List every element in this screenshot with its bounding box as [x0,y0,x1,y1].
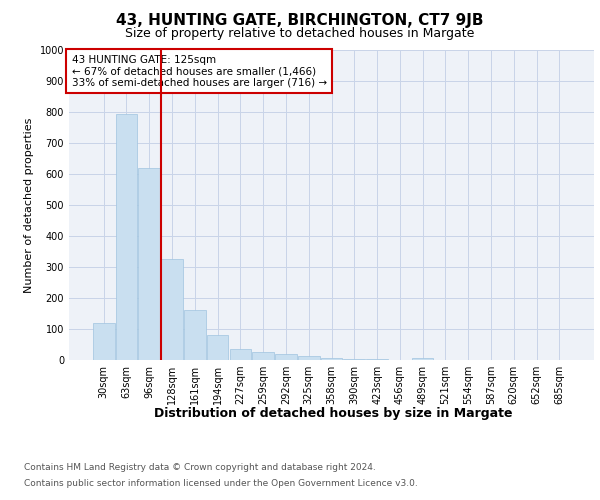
Bar [116,114,137,360]
Bar [207,335,229,360]
Text: Contains public sector information licensed under the Open Government Licence v3: Contains public sector information licen… [24,478,418,488]
Bar [93,323,115,360]
Bar [320,358,343,360]
Text: 43 HUNTING GATE: 125sqm
← 67% of detached houses are smaller (1,466)
33% of semi: 43 HUNTING GATE: 125sqm ← 67% of detache… [71,54,327,88]
Bar [230,349,251,360]
Text: Distribution of detached houses by size in Margate: Distribution of detached houses by size … [154,408,512,420]
Bar [161,259,183,360]
Bar [412,358,433,360]
Text: Contains HM Land Registry data © Crown copyright and database right 2024.: Contains HM Land Registry data © Crown c… [24,464,376,472]
Bar [343,359,365,360]
Y-axis label: Number of detached properties: Number of detached properties [24,118,34,292]
Text: 43, HUNTING GATE, BIRCHINGTON, CT7 9JB: 43, HUNTING GATE, BIRCHINGTON, CT7 9JB [116,12,484,28]
Bar [253,352,274,360]
Bar [184,310,206,360]
Text: Size of property relative to detached houses in Margate: Size of property relative to detached ho… [125,28,475,40]
Bar [139,168,160,360]
Bar [298,356,320,360]
Bar [275,354,297,360]
